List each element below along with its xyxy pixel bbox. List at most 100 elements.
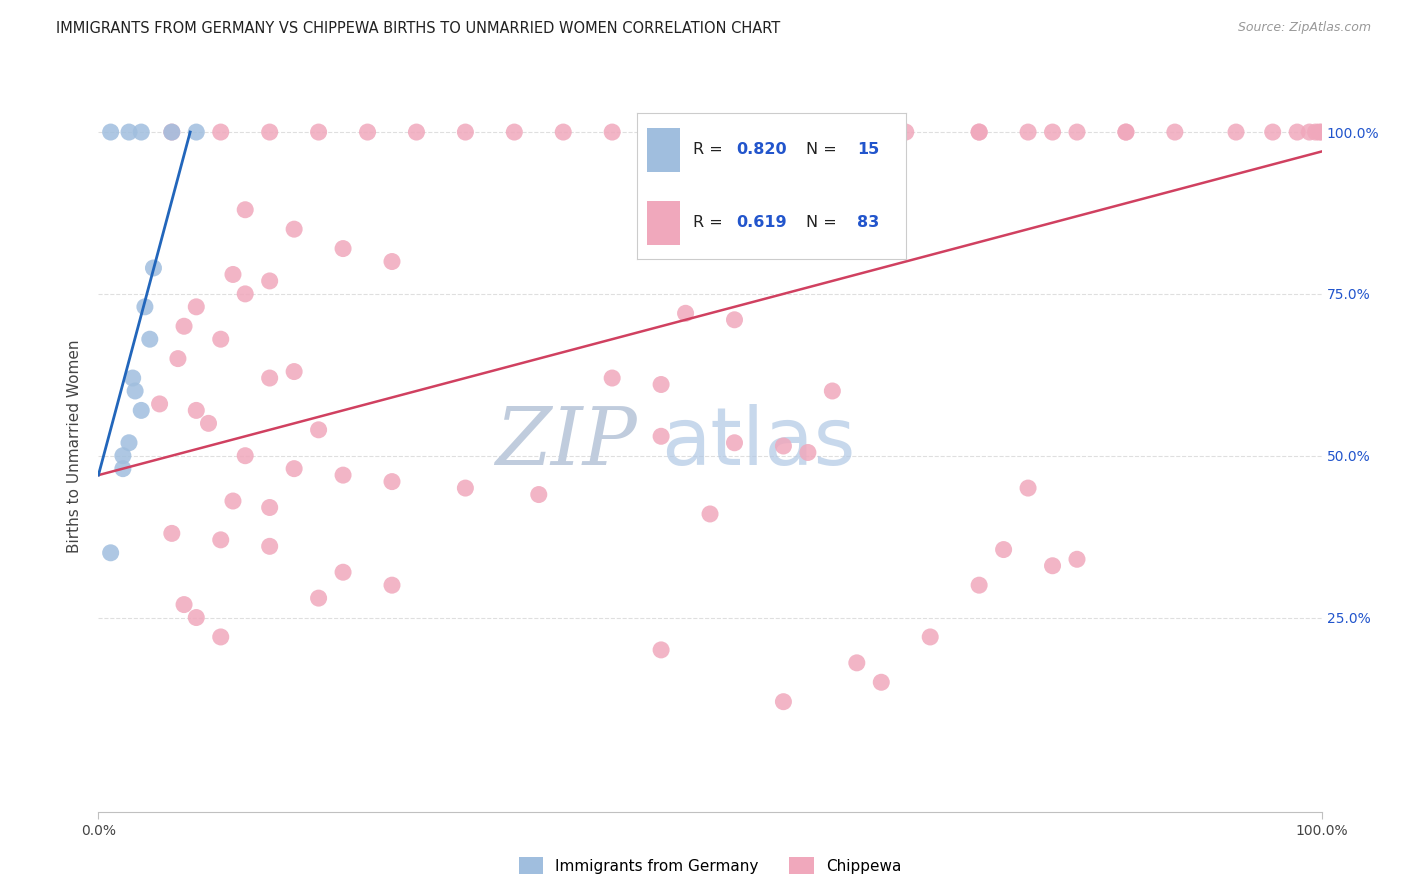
Point [283, 365, 305, 379]
Point [553, 125, 575, 139]
Point [209, 630, 232, 644]
Point [356, 125, 378, 139]
Point [259, 500, 281, 515]
Point [332, 468, 354, 483]
Point [283, 461, 305, 475]
Point [186, 125, 208, 139]
Point [233, 286, 256, 301]
Point [100, 125, 122, 139]
Point [186, 403, 208, 417]
Point [121, 371, 143, 385]
Point [129, 125, 152, 139]
Point [967, 578, 990, 592]
Point [381, 578, 404, 592]
Point [527, 487, 550, 501]
Point [142, 260, 165, 275]
Point [772, 695, 794, 709]
Point [1310, 125, 1333, 139]
Point [845, 656, 868, 670]
Point [111, 449, 134, 463]
Point [308, 423, 330, 437]
Point [139, 332, 162, 346]
Point [600, 371, 623, 385]
Point [650, 377, 672, 392]
Point [1305, 125, 1327, 139]
Point [993, 542, 1015, 557]
Point [118, 125, 141, 139]
Point [160, 125, 183, 139]
Point [650, 429, 672, 443]
Point [173, 319, 195, 334]
Point [100, 546, 122, 560]
Point [118, 435, 141, 450]
Text: IMMIGRANTS FROM GERMANY VS CHIPPEWA BIRTHS TO UNMARRIED WOMEN CORRELATION CHART: IMMIGRANTS FROM GERMANY VS CHIPPEWA BIRT… [56, 21, 780, 37]
Point [186, 300, 208, 314]
Point [197, 417, 219, 431]
Point [1286, 125, 1309, 139]
Point [209, 533, 232, 547]
Point [233, 449, 256, 463]
Point [381, 254, 404, 268]
Point [222, 268, 245, 282]
Point [821, 384, 844, 398]
Point [1042, 125, 1064, 139]
Point [1308, 125, 1330, 139]
Point [308, 125, 330, 139]
Point [1115, 125, 1137, 139]
Point [209, 332, 232, 346]
Point [129, 403, 152, 417]
Point [259, 125, 281, 139]
Point [160, 125, 183, 139]
Point [650, 643, 672, 657]
Point [259, 371, 281, 385]
Point [134, 300, 156, 314]
Point [1066, 552, 1088, 566]
Point [1298, 125, 1320, 139]
Point [222, 494, 245, 508]
Point [920, 630, 942, 644]
Point [1115, 125, 1137, 139]
Point [308, 591, 330, 606]
Point [405, 125, 427, 139]
Point [124, 384, 146, 398]
Point [259, 274, 281, 288]
Point [332, 566, 354, 580]
Text: ZIP: ZIP [495, 404, 637, 482]
Point [233, 202, 256, 217]
Point [600, 125, 623, 139]
Point [1225, 125, 1247, 139]
Point [675, 306, 697, 320]
Point [209, 125, 232, 139]
Point [111, 461, 134, 475]
Point [381, 475, 404, 489]
Point [699, 125, 721, 139]
Point [173, 598, 195, 612]
Point [283, 222, 305, 236]
Text: Source: ZipAtlas.com: Source: ZipAtlas.com [1237, 21, 1371, 35]
Point [772, 439, 794, 453]
Text: atlas: atlas [661, 404, 855, 482]
Y-axis label: Births to Unmarried Women: Births to Unmarried Women [66, 339, 82, 553]
Point [699, 507, 721, 521]
Point [1017, 481, 1039, 495]
Point [1164, 125, 1187, 139]
Point [454, 481, 477, 495]
Point [723, 435, 745, 450]
Point [845, 125, 868, 139]
Point [332, 242, 354, 256]
Point [894, 125, 917, 139]
Point [1017, 125, 1039, 139]
Point [167, 351, 190, 366]
Point [870, 675, 893, 690]
Point [772, 125, 794, 139]
Legend: Immigrants from Germany, Chippewa: Immigrants from Germany, Chippewa [513, 851, 907, 880]
Point [967, 125, 990, 139]
Point [259, 539, 281, 553]
Point [149, 397, 172, 411]
Point [723, 312, 745, 326]
Point [1066, 125, 1088, 139]
Point [967, 125, 990, 139]
Point [1042, 558, 1064, 573]
Point [160, 526, 183, 541]
Point [1261, 125, 1284, 139]
